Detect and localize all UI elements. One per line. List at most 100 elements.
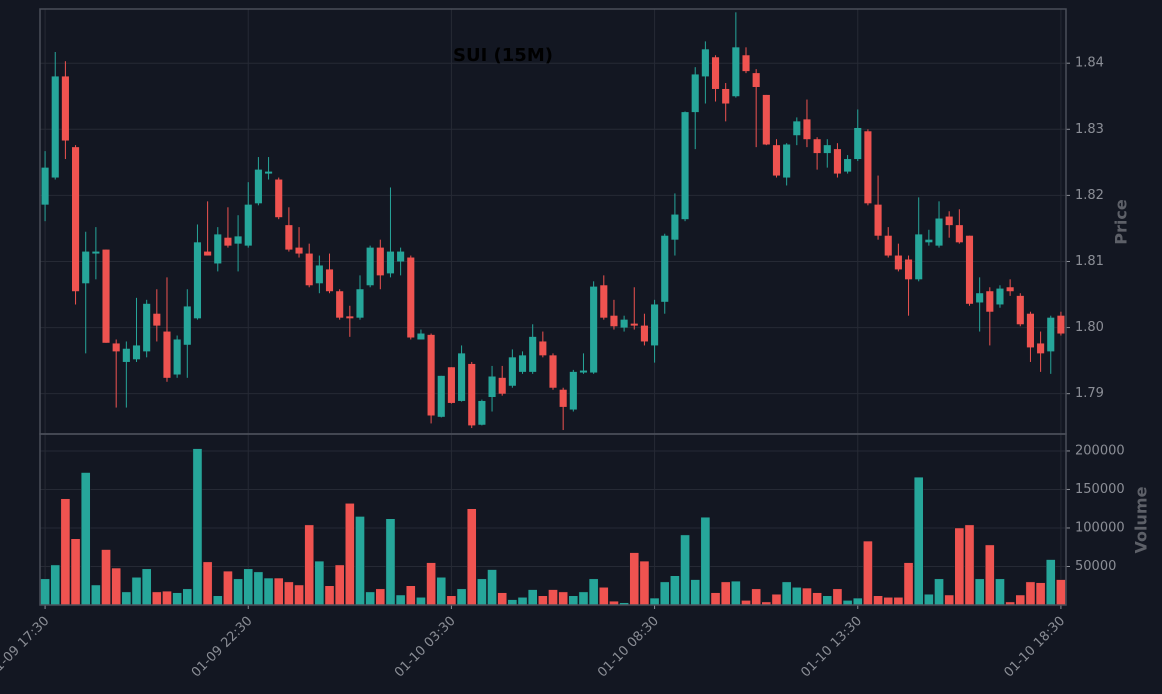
candle-body: [935, 218, 943, 246]
volume-bar: [182, 588, 193, 606]
candle-body: [864, 131, 872, 204]
y-tick-label: 1.83: [1075, 122, 1104, 137]
candle-body: [417, 333, 425, 340]
volume-bar: [426, 562, 436, 606]
candle-body: [762, 94, 770, 145]
volume-bar: [345, 503, 355, 606]
candle-body: [336, 291, 344, 318]
candle-body: [102, 249, 110, 343]
candle-body: [51, 76, 59, 178]
candle-body: [965, 235, 974, 304]
candle-body: [823, 145, 831, 154]
candle-body: [437, 375, 445, 417]
y2-tick-label: 50000: [1075, 559, 1116, 574]
candle-body: [783, 144, 791, 178]
candle-body: [681, 112, 689, 220]
volume-bar: [538, 595, 548, 606]
volume-bar: [670, 575, 680, 606]
candle-body: [590, 286, 598, 373]
volume-bar: [700, 516, 711, 606]
candle-body: [539, 341, 547, 356]
candle-body: [214, 234, 222, 264]
volume-bar: [954, 527, 965, 606]
candle-body: [549, 355, 557, 388]
volume-bar: [893, 597, 904, 606]
candle-body: [915, 234, 923, 280]
volume-bar: [934, 578, 944, 606]
volume-bar: [588, 578, 599, 606]
candle-body: [71, 147, 80, 292]
volume-bar: [436, 577, 447, 606]
candle-body: [1057, 315, 1065, 334]
candle-body: [752, 73, 760, 87]
volume-bar: [192, 448, 203, 606]
candle-body: [691, 74, 699, 113]
candle-body: [600, 285, 608, 318]
candle-body: [397, 251, 405, 262]
volume-bar: [80, 472, 91, 606]
volume-bar: [294, 584, 304, 606]
candle-body: [813, 139, 821, 154]
candle-body: [833, 149, 841, 174]
volume-bar: [751, 588, 761, 606]
candle-body: [173, 339, 181, 375]
candle-body: [854, 127, 862, 160]
volume-bar: [304, 524, 315, 606]
volume-bar: [385, 518, 396, 606]
candle-body: [163, 331, 171, 378]
y-axis-label: Price: [1112, 199, 1131, 245]
volume-bar: [314, 560, 325, 606]
candle-body: [529, 336, 537, 372]
candle-body: [183, 306, 191, 345]
candle-body: [153, 313, 161, 326]
volume-bar: [690, 579, 701, 606]
volume-bar: [771, 593, 782, 606]
candle-body: [407, 257, 415, 338]
candle-body: [508, 357, 516, 386]
candle-body: [386, 251, 395, 274]
candle-body: [1006, 287, 1014, 292]
volume-bar: [91, 584, 101, 606]
candle-body: [1016, 295, 1024, 325]
volume-bar: [1025, 581, 1036, 606]
chart-title: SUI (15M): [453, 45, 553, 66]
volume-bar: [111, 567, 122, 606]
volume-bar: [446, 595, 457, 606]
candle-body: [620, 319, 628, 328]
volume-bar: [974, 578, 985, 606]
candle-body: [925, 239, 933, 243]
candle-body: [579, 370, 588, 373]
volume-bar: [284, 581, 294, 606]
candle-body: [986, 291, 994, 312]
candle-body: [427, 334, 435, 416]
volume-bar: [253, 571, 264, 606]
y2-tick-label: 150000: [1075, 482, 1125, 497]
volume-bar: [405, 585, 416, 606]
candle-body: [518, 355, 527, 372]
candle-body: [884, 235, 892, 256]
volume-bar: [913, 476, 924, 606]
volume-bar: [812, 592, 822, 606]
volume-bar: [568, 595, 579, 606]
candle-body: [1047, 317, 1055, 352]
volume-bar: [639, 560, 650, 606]
volume-bar: [802, 587, 812, 606]
volume-bar: [101, 549, 111, 606]
volume-bar: [731, 580, 741, 606]
volume-bar: [375, 588, 386, 606]
y2-tick-label: 100000: [1075, 520, 1125, 535]
volume-bar: [162, 590, 172, 606]
volume-bar: [659, 581, 670, 606]
volume-bar: [598, 587, 609, 606]
volume-bar: [507, 599, 518, 606]
candle-body: [661, 235, 669, 302]
volume-bar: [395, 594, 406, 606]
candle-body: [559, 389, 567, 407]
volume-bar: [487, 569, 497, 606]
candle-body: [722, 88, 730, 104]
volume-bar: [517, 597, 528, 606]
candle-body: [265, 171, 273, 174]
volume-bar: [212, 595, 223, 606]
candle-body: [732, 47, 740, 97]
candle-body: [295, 247, 303, 254]
